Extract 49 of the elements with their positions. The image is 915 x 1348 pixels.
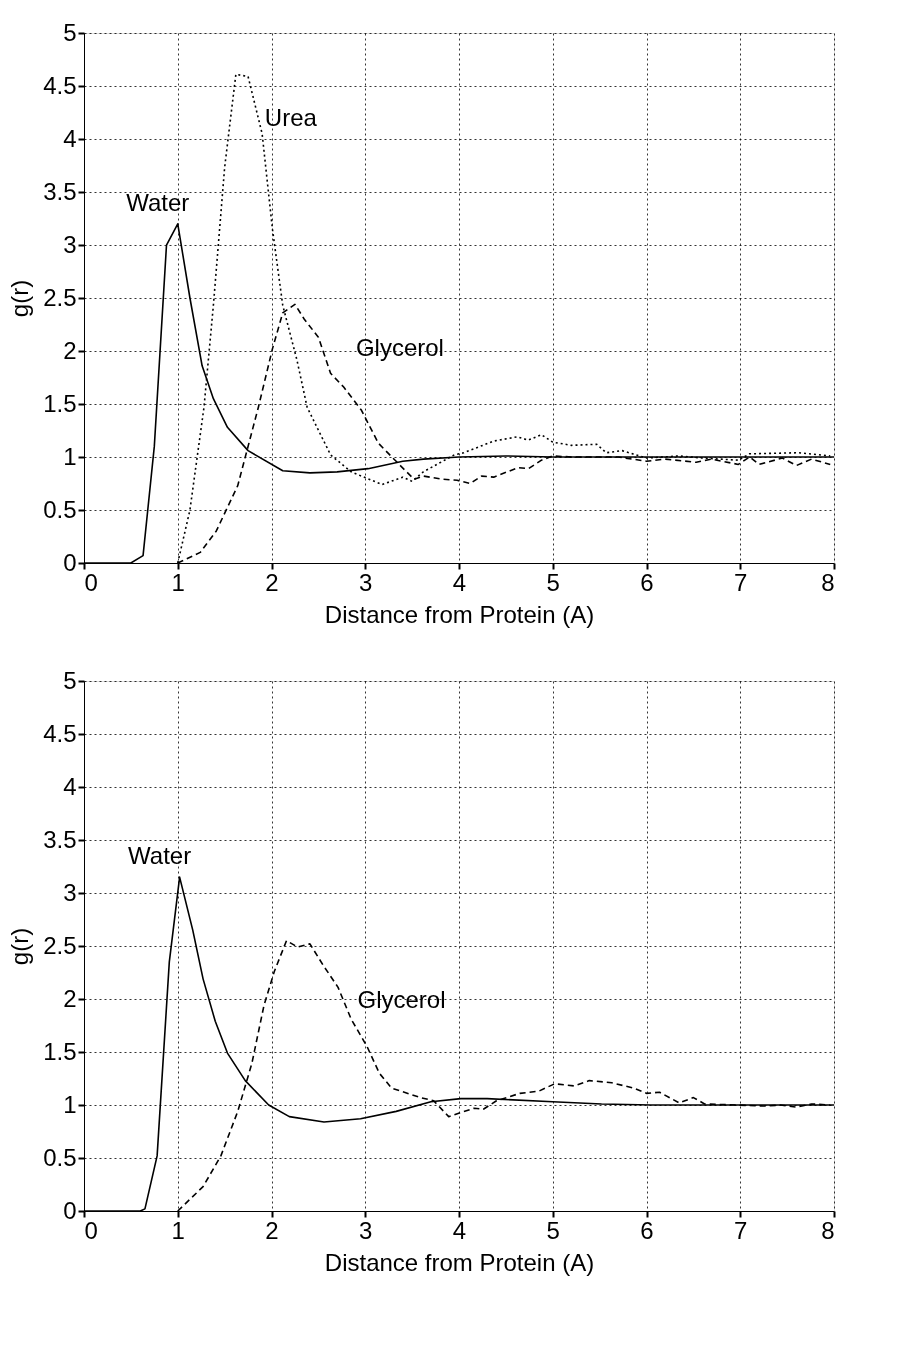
x-tick-label: 3 xyxy=(359,568,373,596)
x-tick-label: 6 xyxy=(640,1216,654,1244)
x-tick-label: 6 xyxy=(640,568,654,596)
series-label: Glycerol xyxy=(357,985,446,1013)
x-axis-title: Distance from Protein (A) xyxy=(324,1248,595,1276)
series-label: Glycerol xyxy=(355,334,444,362)
series-label: Water xyxy=(128,842,192,870)
y-tick-label: 2 xyxy=(63,336,77,364)
y-tick-label: 0.5 xyxy=(43,1143,77,1171)
y-axis-title: g(r) xyxy=(6,279,34,318)
y-tick-label: 1 xyxy=(63,442,77,470)
x-tick-label: 7 xyxy=(734,1216,748,1244)
y-tick-label: 0 xyxy=(63,548,77,576)
y-tick-label: 3.5 xyxy=(43,825,77,853)
x-tick-label: 2 xyxy=(265,568,279,596)
x-tick-label: 8 xyxy=(821,568,835,596)
x-tick-label: 2 xyxy=(265,1216,279,1244)
y-tick-label: 2.5 xyxy=(43,931,77,959)
series-label: Urea xyxy=(264,104,318,132)
x-tick-label: 4 xyxy=(452,1216,467,1244)
y-tick-label: 5 xyxy=(63,18,77,46)
y-tick-label: 1.5 xyxy=(43,389,77,417)
x-tick-label: 0 xyxy=(84,1216,98,1244)
y-axis-title: g(r) xyxy=(6,927,34,966)
x-tick-label: 1 xyxy=(171,568,185,596)
x-tick-label: 5 xyxy=(546,1216,560,1244)
y-tick-label: 3 xyxy=(63,230,77,258)
x-tick-label: 1 xyxy=(171,1216,185,1244)
y-tick-label: 3 xyxy=(63,878,77,906)
y-tick-label: 0 xyxy=(63,1196,77,1224)
x-axis-title: Distance from Protein (A) xyxy=(324,600,595,628)
y-tick-label: 3.5 xyxy=(43,177,77,205)
x-tick-label: 3 xyxy=(359,1216,373,1244)
x-tick-label: 5 xyxy=(546,568,560,596)
x-tick-label: 8 xyxy=(821,1216,835,1244)
y-tick-label: 1 xyxy=(63,1090,77,1118)
y-tick-label: 4.5 xyxy=(43,719,77,747)
x-tick-label: 7 xyxy=(734,568,748,596)
y-tick-label: 1.5 xyxy=(43,1037,77,1065)
x-tick-label: 0 xyxy=(84,568,98,596)
y-tick-label: 4 xyxy=(63,772,77,800)
y-tick-label: 2.5 xyxy=(43,283,77,311)
y-tick-label: 4 xyxy=(63,124,77,152)
x-tick-label: 4 xyxy=(452,568,467,596)
series-label: Water xyxy=(126,188,190,216)
y-tick-label: 5 xyxy=(63,666,77,694)
y-tick-label: 4.5 xyxy=(43,71,77,99)
y-tick-label: 2 xyxy=(63,984,77,1012)
y-tick-label: 0.5 xyxy=(43,495,77,523)
